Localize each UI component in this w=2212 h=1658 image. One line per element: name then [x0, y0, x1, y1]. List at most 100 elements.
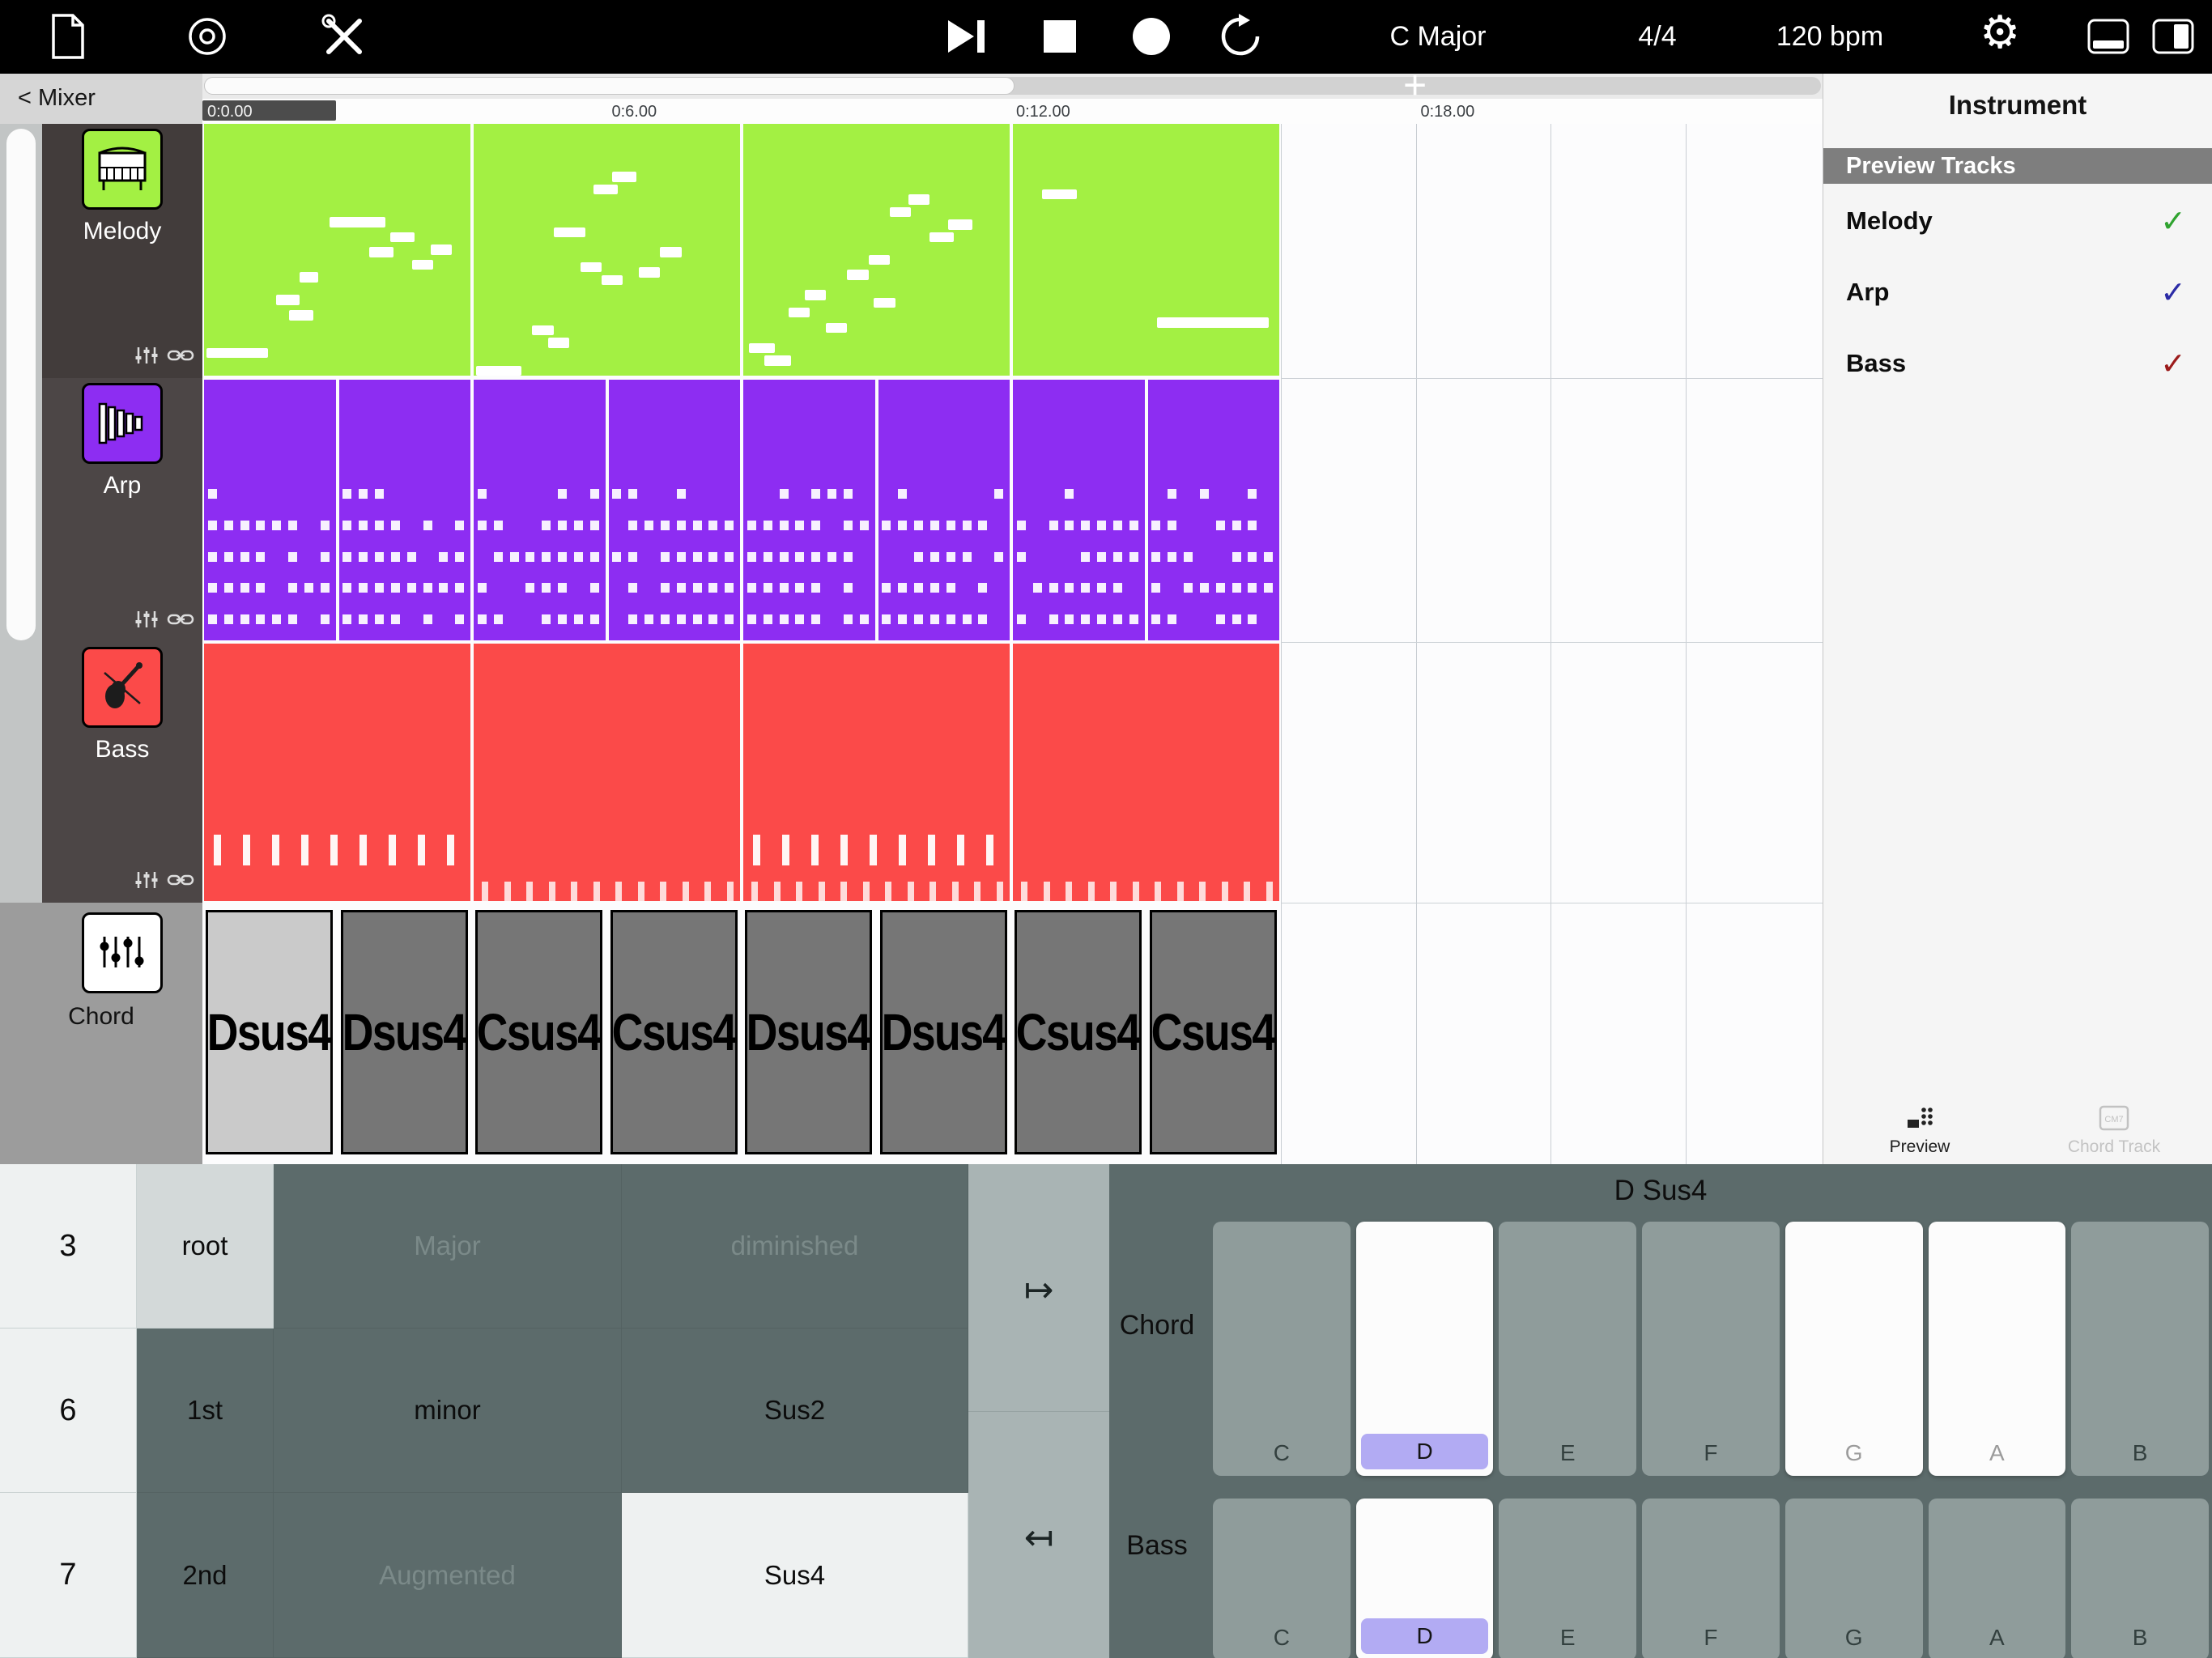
strings-option-6[interactable]: 6 — [0, 1329, 137, 1493]
disc-icon[interactable] — [186, 15, 228, 62]
track-header-arp[interactable]: Arp — [42, 378, 202, 642]
arp-clip[interactable] — [1013, 380, 1145, 640]
chord-block[interactable]: Csus4 — [475, 910, 602, 1154]
skip-next-icon[interactable] — [945, 19, 990, 58]
chord-block[interactable]: Dsus4 — [879, 910, 1007, 1154]
strings-option-7[interactable]: 7 — [0, 1493, 137, 1658]
arp-clip[interactable] — [878, 380, 1010, 640]
arp-clip[interactable] — [204, 380, 336, 640]
tab-chord-track[interactable]: CM7 Chord Track — [2025, 1095, 2203, 1157]
mixer-sliders-icon[interactable] — [134, 609, 159, 634]
bass-clip[interactable] — [743, 644, 1010, 901]
chord-key-b[interactable]: B — [2071, 1222, 2209, 1476]
arp-dot — [1129, 551, 1138, 562]
chord-block[interactable]: Csus4 — [1149, 910, 1277, 1154]
apply-bass-button[interactable]: ↤ — [1023, 1517, 1054, 1558]
chord-block[interactable]: Dsus4 — [745, 910, 872, 1154]
track-header-bass[interactable]: Bass — [42, 642, 202, 903]
melody-clip[interactable] — [204, 124, 470, 376]
melody-clip[interactable] — [743, 124, 1010, 376]
preview-track-bass[interactable]: Bass ✓ — [1823, 329, 2212, 401]
arp-clip[interactable] — [608, 380, 740, 640]
time-signature-display[interactable]: 4/4 — [1638, 21, 1677, 52]
arp-clip[interactable] — [474, 380, 606, 640]
strings-option-3[interactable]: 3 — [0, 1164, 137, 1329]
layout-bottom-panel-icon[interactable] — [2087, 19, 2129, 58]
key-display[interactable]: C Major — [1389, 21, 1487, 52]
note-bar — [275, 295, 300, 305]
quality-option-sus4[interactable]: Sus4 — [622, 1493, 968, 1658]
track-header-melody[interactable]: Melody — [42, 124, 202, 378]
timeline-scrollbar[interactable] — [204, 77, 1821, 95]
arp-dot — [978, 520, 988, 530]
mixer-back-button[interactable]: < Mixer — [18, 85, 96, 111]
bass-clip[interactable] — [1013, 644, 1279, 901]
melody-clip[interactable] — [1013, 124, 1279, 376]
tab-preview[interactable]: Preview — [1831, 1095, 2009, 1157]
arp-dot — [644, 614, 654, 624]
layout-side-panel-icon[interactable] — [2152, 19, 2194, 58]
quality-option-sus2[interactable]: Sus2 — [622, 1329, 968, 1493]
arp-clip[interactable] — [338, 380, 470, 640]
preview-track-arp[interactable]: Arp ✓ — [1823, 258, 2212, 329]
bass-key-f[interactable]: F — [1642, 1499, 1780, 1658]
mixer-sliders-icon[interactable] — [134, 869, 159, 895]
link-icon[interactable] — [167, 610, 194, 632]
xylophone-icon — [82, 383, 163, 464]
tempo-display[interactable]: 120 bpm — [1776, 21, 1884, 52]
bass-key-g[interactable]: G — [1784, 1499, 1923, 1658]
track-scrollbar[interactable] — [6, 129, 36, 640]
chord-block[interactable]: Csus4 — [610, 910, 738, 1154]
arp-dot — [898, 520, 908, 530]
loop-icon[interactable] — [1218, 14, 1263, 63]
bass-note-tick — [504, 882, 511, 901]
inversion-option-1st[interactable]: 1st — [137, 1329, 274, 1493]
chord-key-c[interactable]: C — [1213, 1222, 1351, 1476]
bass-key-b[interactable]: B — [2071, 1499, 2209, 1658]
link-icon[interactable] — [167, 871, 194, 893]
chord-key-g[interactable]: G — [1784, 1222, 1923, 1476]
chord-key-e[interactable]: E — [1499, 1222, 1637, 1476]
inversion-option-root[interactable]: root — [137, 1164, 274, 1329]
apply-chord-button[interactable]: ↦ — [1023, 1269, 1054, 1311]
stop-button[interactable] — [1044, 20, 1076, 53]
quality-option-minor[interactable]: minor — [274, 1329, 622, 1493]
chord-key-a[interactable]: A — [1928, 1222, 2066, 1476]
arp-dot — [628, 583, 638, 593]
inversion-option-2nd[interactable]: 2nd — [137, 1493, 274, 1658]
track-header-chord[interactable]: Chord — [0, 903, 202, 1164]
bass-note-tick — [359, 835, 367, 865]
timeline-scrollbar-thumb[interactable] — [204, 77, 1015, 95]
chord-block[interactable]: Dsus4 — [206, 910, 333, 1154]
bass-key-c[interactable]: C — [1213, 1499, 1351, 1658]
record-button[interactable] — [1133, 18, 1170, 55]
tools-icon[interactable] — [319, 13, 368, 64]
chord-key-d[interactable]: D — [1355, 1222, 1494, 1476]
arp-dot — [612, 551, 622, 562]
arp-dot — [406, 551, 416, 562]
file-icon[interactable] — [50, 13, 86, 64]
bass-key-e[interactable]: E — [1499, 1499, 1637, 1658]
bass-key-a[interactable]: A — [1928, 1499, 2066, 1658]
preview-track-melody[interactable]: Melody ✓ — [1823, 187, 2212, 258]
arp-dot — [455, 583, 465, 593]
arp-clip[interactable] — [1147, 380, 1279, 640]
link-icon[interactable] — [167, 346, 194, 368]
arp-clip[interactable] — [743, 380, 875, 640]
chord-key-f[interactable]: F — [1642, 1222, 1780, 1476]
arp-dot — [423, 520, 432, 530]
arp-dot — [390, 583, 400, 593]
arp-dot — [359, 614, 368, 624]
melody-clip[interactable] — [474, 124, 740, 376]
note-bar — [206, 347, 268, 359]
bass-key-d[interactable]: D — [1355, 1499, 1494, 1658]
bass-clip[interactable] — [474, 644, 740, 901]
arp-dot — [898, 489, 908, 500]
bass-clip[interactable] — [204, 644, 470, 901]
arrangement-grid[interactable]: Dsus4 Dsus4 Csus4 Csus4 Dsus4 Dsus4 Csus4 Csus4 — [202, 124, 1823, 1164]
settings-gear-icon[interactable]: ⚙ — [1980, 6, 2021, 59]
timeline-ruler[interactable]: 0:0.00 0:6.00 0:12.00 0:18.00 — [202, 99, 1823, 124]
chord-block[interactable]: Dsus4 — [340, 910, 468, 1154]
mixer-sliders-icon[interactable] — [134, 345, 159, 370]
chord-block[interactable]: Csus4 — [1015, 910, 1142, 1154]
